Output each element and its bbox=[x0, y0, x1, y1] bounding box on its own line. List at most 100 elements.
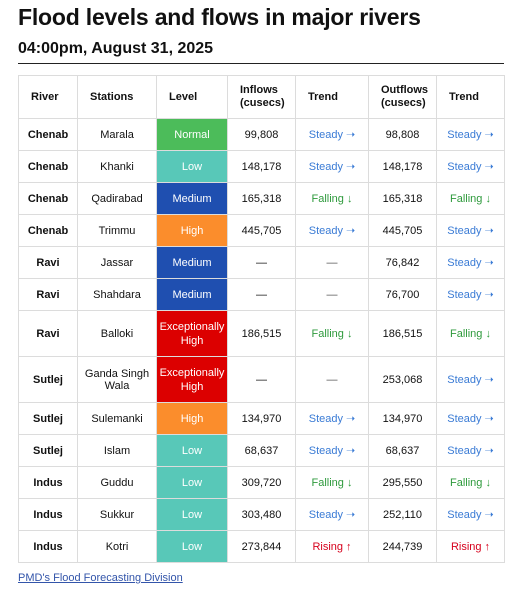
header-outflow-trend: Trend bbox=[436, 75, 505, 119]
outflow-trend-cell: Falling ↓ bbox=[436, 310, 505, 357]
outflow-trend-cell: Steady ➝ bbox=[436, 498, 505, 531]
inflow-trend-cell: — bbox=[295, 356, 369, 403]
table-row: Sutlej Sulemanki High 134,970 Steady ➝ 134,97… bbox=[18, 402, 505, 435]
level-cell: Low bbox=[156, 466, 228, 499]
header-inflows: Inflows (cusecs) bbox=[227, 75, 296, 119]
inflow-cell: 309,720 bbox=[227, 466, 296, 499]
river-cell: Ravi bbox=[18, 310, 78, 357]
river-cell: Indus bbox=[18, 530, 78, 563]
inflow-cell: 134,970 bbox=[227, 402, 296, 435]
title-divider bbox=[18, 63, 504, 64]
outflow-cell: 148,178 bbox=[368, 150, 437, 183]
outflow-cell: 295,550 bbox=[368, 466, 437, 499]
outflow-trend-cell: Steady ➝ bbox=[436, 402, 505, 435]
river-cell: Sutlej bbox=[18, 356, 78, 403]
inflow-cell: 273,844 bbox=[227, 530, 296, 563]
level-cell: Low bbox=[156, 498, 228, 531]
station-cell: Qadirabad bbox=[77, 182, 157, 215]
station-cell: Kotri bbox=[77, 530, 157, 563]
inflow-cell: 148,178 bbox=[227, 150, 296, 183]
inflow-trend-cell: Steady ➝ bbox=[295, 214, 369, 247]
inflow-cell: 303,480 bbox=[227, 498, 296, 531]
inflow-cell: 186,515 bbox=[227, 310, 296, 357]
outflow-cell: 165,318 bbox=[368, 182, 437, 215]
station-cell: Islam bbox=[77, 434, 157, 467]
pmd-link[interactable]: PMD's Flood Forecasting Division bbox=[18, 572, 183, 584]
inflow-trend-cell: Steady ➝ bbox=[295, 150, 369, 183]
station-cell: Sulemanki bbox=[77, 402, 157, 435]
level-cell: Low bbox=[156, 434, 228, 467]
river-cell: Sutlej bbox=[18, 402, 78, 435]
page-subtitle: 04:00pm, August 31, 2025 bbox=[18, 40, 214, 57]
table-row: Chenab Marala Normal 99,808 Steady ➝ 98,808 St… bbox=[18, 118, 505, 151]
inflow-trend-cell: Rising ↑ bbox=[295, 530, 369, 563]
level-cell: Exceptionally High bbox=[156, 310, 228, 357]
outflow-cell: 244,739 bbox=[368, 530, 437, 563]
inflow-trend-cell: Falling ↓ bbox=[295, 466, 369, 499]
table-row: Indus Guddu Low 309,720 Falling ↓ 295,550 Fall… bbox=[18, 466, 505, 499]
table-row: Indus Sukkur Low 303,480 Steady ➝ 252,110 Stea… bbox=[18, 498, 505, 531]
outflow-cell: 68,637 bbox=[368, 434, 437, 467]
level-cell: Medium bbox=[156, 278, 228, 311]
outflow-trend-cell: Steady ➝ bbox=[436, 278, 505, 311]
river-cell: Ravi bbox=[18, 278, 78, 311]
table-row: Chenab Khanki Low 148,178 Steady ➝ 148,178 Ste… bbox=[18, 150, 505, 183]
header-outflows: Outflows (cusecs) bbox=[368, 75, 437, 119]
inflow-cell: 165,318 bbox=[227, 182, 296, 215]
table-row: Chenab Trimmu High 445,705 Steady ➝ 445,705 St… bbox=[18, 214, 505, 247]
river-cell: Chenab bbox=[18, 118, 78, 151]
outflow-trend-cell: Falling ↓ bbox=[436, 182, 505, 215]
page-title: Flood levels and flows in major rivers bbox=[18, 4, 421, 30]
station-cell: Marala bbox=[77, 118, 157, 151]
station-cell: Guddu bbox=[77, 466, 157, 499]
station-cell: Sukkur bbox=[77, 498, 157, 531]
table-row: Sutlej Ganda Singh Wala Exceptionally High… bbox=[18, 356, 505, 403]
outflow-cell: 76,700 bbox=[368, 278, 437, 311]
outflow-trend-cell: Steady ➝ bbox=[436, 246, 505, 279]
level-cell: Low bbox=[156, 150, 228, 183]
outflow-trend-cell: Steady ➝ bbox=[436, 434, 505, 467]
header-level: Level bbox=[156, 75, 228, 119]
station-cell: Balloki bbox=[77, 310, 157, 357]
outflow-cell: 98,808 bbox=[368, 118, 437, 151]
inflow-cell: 68,637 bbox=[227, 434, 296, 467]
table-row: Chenab Qadirabad Medium 165,318 Falling ↓ 165… bbox=[18, 182, 505, 215]
table-row: Ravi Jassar Medium — —76,842 Steady ➝ bbox=[18, 246, 505, 279]
outflow-trend-cell: Steady ➝ bbox=[436, 150, 505, 183]
station-cell: Trimmu bbox=[77, 214, 157, 247]
table-row: Indus Kotri Low 273,844 Rising ↑ 244,739 Risin… bbox=[18, 530, 505, 563]
header-river: River bbox=[18, 75, 78, 119]
inflow-trend-cell: — bbox=[295, 246, 369, 279]
inflow-trend-cell: Steady ➝ bbox=[295, 434, 369, 467]
outflow-trend-cell: Steady ➝ bbox=[436, 356, 505, 403]
outflow-trend-cell: Rising ↑ bbox=[436, 530, 505, 563]
river-cell: Chenab bbox=[18, 182, 78, 215]
river-cell: Indus bbox=[18, 498, 78, 531]
outflow-trend-cell: Falling ↓ bbox=[436, 466, 505, 499]
outflow-cell: 445,705 bbox=[368, 214, 437, 247]
outflow-cell: 76,842 bbox=[368, 246, 437, 279]
level-cell: Low bbox=[156, 530, 228, 563]
inflow-trend-cell: Steady ➝ bbox=[295, 498, 369, 531]
station-cell: Ganda Singh Wala bbox=[77, 356, 157, 403]
inflow-trend-cell: Falling ↓ bbox=[295, 182, 369, 215]
level-cell: Exceptionally High bbox=[156, 356, 228, 403]
level-cell: Medium bbox=[156, 246, 228, 279]
station-cell: Khanki bbox=[77, 150, 157, 183]
outflow-cell: 253,068 bbox=[368, 356, 437, 403]
outflow-cell: 134,970 bbox=[368, 402, 437, 435]
inflow-cell: — bbox=[227, 246, 296, 279]
table-row: Ravi Balloki Exceptionally High 186,515 Fall… bbox=[18, 310, 505, 357]
inflow-trend-cell: — bbox=[295, 278, 369, 311]
inflow-trend-cell: Steady ➝ bbox=[295, 118, 369, 151]
river-cell: Chenab bbox=[18, 150, 78, 183]
level-cell: Medium bbox=[156, 182, 228, 215]
level-cell: High bbox=[156, 214, 228, 247]
inflow-trend-cell: Falling ↓ bbox=[295, 310, 369, 357]
station-cell: Jassar bbox=[77, 246, 157, 279]
flood-table: River Stations Level Inflows (cusecs) Tr… bbox=[18, 75, 505, 563]
header-inflow-trend: Trend bbox=[295, 75, 369, 119]
station-cell: Shahdara bbox=[77, 278, 157, 311]
level-cell: High bbox=[156, 402, 228, 435]
level-cell: Normal bbox=[156, 118, 228, 151]
